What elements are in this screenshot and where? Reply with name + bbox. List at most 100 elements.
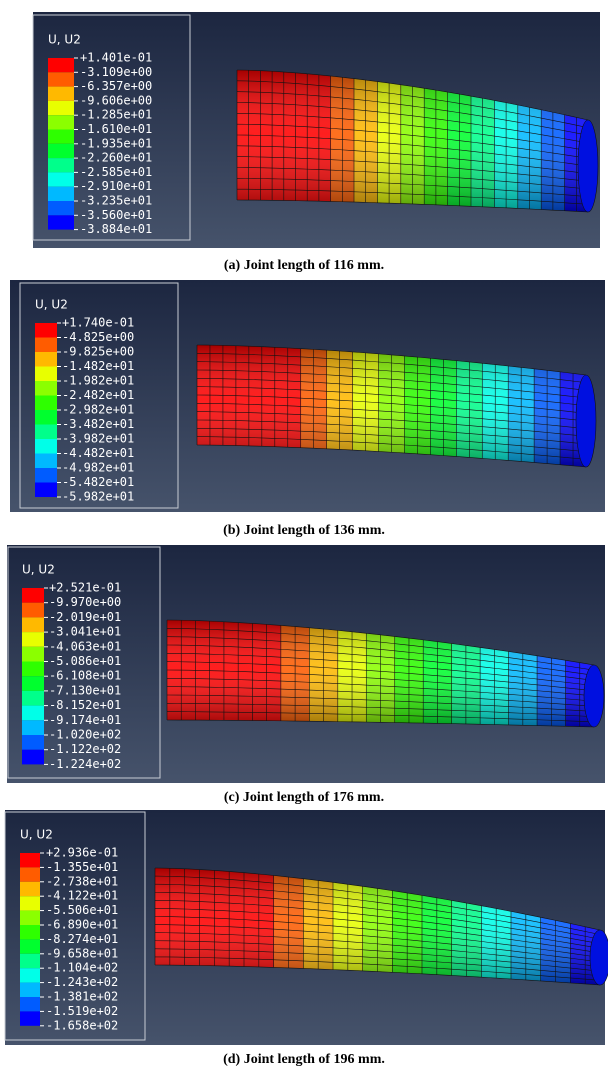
legend-swatch: [35, 468, 57, 483]
legend-label: -3.235e+01: [80, 194, 152, 208]
legend-swatch: [35, 410, 57, 425]
legend-swatch: [35, 381, 57, 396]
legend-label: -2.019e+01: [49, 610, 121, 624]
legend-swatch: [20, 911, 40, 925]
legend-swatch: [22, 647, 44, 662]
legend-swatch: [35, 338, 57, 353]
legend-label: +2.521e-01: [49, 581, 121, 595]
legend-label: -1.020e+02: [49, 728, 121, 742]
legend-label: -4.825e+00: [62, 330, 134, 344]
legend-swatch: [22, 720, 44, 735]
legend-swatch: [22, 735, 44, 750]
legend-label: -1.285e+01: [80, 108, 152, 122]
legend-swatch: [22, 662, 44, 677]
legend-label: -7.130e+01: [49, 683, 121, 697]
legend-swatch: [35, 323, 57, 338]
legend-swatch: [20, 968, 40, 982]
legend-label: -2.910e+01: [80, 179, 152, 193]
legend-swatch: [35, 483, 57, 498]
legend-swatch: [20, 997, 40, 1011]
legend-label: -3.560e+01: [80, 208, 152, 222]
legend-swatch: [20, 1011, 40, 1025]
legend-swatch: [20, 882, 40, 896]
legend-label: -1.519e+02: [46, 1004, 118, 1018]
legend-label: -4.482e+01: [62, 446, 134, 460]
panel: U, U2 +2.936e-01-1.355e+01-2.738e+01-4.12…: [5, 810, 608, 1067]
legend-label: -8.152e+01: [49, 698, 121, 712]
legend-swatch: [20, 896, 40, 910]
legend-label: -4.063e+01: [49, 639, 121, 653]
legend-swatch: [35, 425, 57, 440]
legend-label: -1.610e+01: [80, 122, 152, 136]
legend-label: -5.982e+01: [62, 490, 134, 504]
legend-title: U, U2: [35, 298, 68, 312]
legend-label: -5.086e+01: [49, 654, 121, 668]
legend-label: -1.935e+01: [80, 136, 152, 150]
legend-swatch: [20, 983, 40, 997]
caption: (d) Joint length of 196 mm.: [223, 1052, 385, 1067]
legend-swatch: [22, 617, 44, 632]
legend-label: -9.658e+01: [46, 946, 118, 960]
legend-label: -2.482e+01: [62, 388, 134, 402]
legend-label: +2.936e-01: [46, 846, 118, 860]
page: {"panels": [ {"legend_title": "U, U2", "…: [0, 0, 608, 1073]
legend-swatch: [22, 750, 44, 765]
legend-label: -9.825e+00: [62, 345, 134, 359]
figure: U, U2+1.401e-01-3.109e+00-6.357e+00-9.60…: [0, 0, 608, 1073]
legend-label: -1.104e+02: [46, 961, 118, 975]
legend-label: -5.482e+01: [62, 475, 134, 489]
legend-swatch: [48, 115, 74, 129]
legend-label: -1.381e+02: [46, 990, 118, 1004]
panel: U, U2+2.521e-01-9.970e+00-2.019e+01-3.04…: [7, 545, 605, 805]
legend-label: +1.401e-01: [80, 51, 152, 65]
legend-label: -2.738e+01: [46, 874, 118, 888]
legend-swatch: [22, 676, 44, 691]
legend-label: -4.982e+01: [62, 461, 134, 475]
legend-label: -3.884e+01: [80, 222, 152, 236]
beam-end-cap: [590, 930, 608, 985]
legend-label: -1.658e+02: [46, 1018, 118, 1032]
legend-label: -1.224e+02: [49, 757, 121, 771]
legend-label: -3.982e+01: [62, 432, 134, 446]
legend-swatch: [48, 144, 74, 158]
caption: (a) Joint length of 116 mm.: [224, 258, 384, 273]
legend-label: -2.585e+01: [80, 165, 152, 179]
legend-label: -5.506e+01: [46, 903, 118, 917]
caption: (c) Joint length of 176 mm.: [224, 790, 384, 805]
legend-label: -2.260e+01: [80, 151, 152, 165]
legend-title: U, U2: [20, 828, 53, 842]
legend-label: -3.482e+01: [62, 417, 134, 431]
legend-swatch: [22, 603, 44, 618]
legend-title: U, U2: [48, 33, 81, 47]
legend-swatch: [48, 130, 74, 144]
beam-end-cap: [576, 375, 596, 467]
legend-label: -6.357e+00: [80, 79, 152, 93]
legend-label: -1.355e+01: [46, 860, 118, 874]
panel: U, U2+1.401e-01-3.109e+00-6.357e+00-9.60…: [33, 12, 600, 273]
legend-swatch: [48, 58, 74, 72]
legend-swatch: [48, 72, 74, 86]
legend-swatch: [35, 352, 57, 367]
legend-swatch: [48, 101, 74, 115]
legend-label: -1.243e+02: [46, 975, 118, 989]
legend-label: -3.109e+00: [80, 65, 152, 79]
legend-label: -1.982e+01: [62, 374, 134, 388]
legend-swatch: [22, 706, 44, 721]
legend-swatch: [22, 588, 44, 603]
legend-swatch: [20, 925, 40, 939]
legend-label: -9.970e+00: [49, 595, 121, 609]
legend-label: -3.041e+01: [49, 625, 121, 639]
legend-swatch: [20, 853, 40, 867]
legend-label: +1.740e-01: [62, 316, 134, 330]
legend-label: -6.108e+01: [49, 669, 121, 683]
caption: (b) Joint length of 136 mm.: [223, 523, 385, 538]
legend-swatch: [20, 939, 40, 953]
legend-swatch: [35, 396, 57, 411]
legend-swatch: [48, 158, 74, 172]
legend-label: -1.482e+01: [62, 359, 134, 373]
legend-label: -4.122e+01: [46, 889, 118, 903]
legend-label: -2.982e+01: [62, 403, 134, 417]
legend-swatch: [35, 367, 57, 382]
legend-swatch: [22, 632, 44, 647]
legend-swatch: [48, 215, 74, 229]
